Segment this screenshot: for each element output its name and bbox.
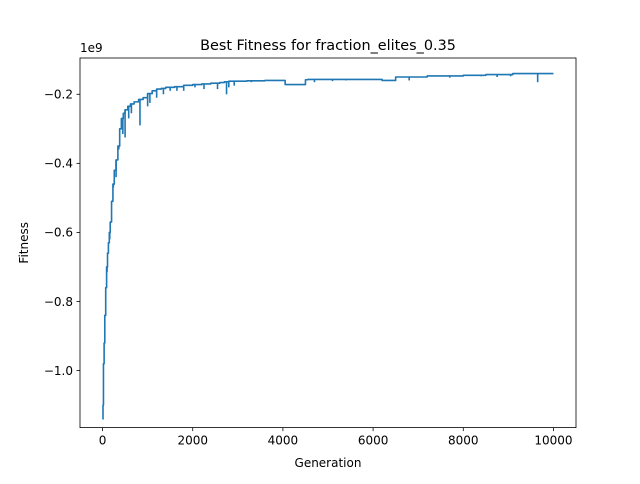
x-tick-label: 10000 xyxy=(534,434,572,448)
x-tick-label: 4000 xyxy=(268,434,299,448)
axes-frame xyxy=(79,57,577,429)
x-tick-label: 6000 xyxy=(358,434,389,448)
y-tick-label: −0.8 xyxy=(44,295,73,309)
y-axis-offset-label: 1e9 xyxy=(80,41,103,55)
y-axis-label: Fitness xyxy=(17,222,31,264)
y-tick-label: −1.0 xyxy=(44,364,73,378)
y-tick-label: −0.4 xyxy=(44,157,73,171)
x-axis-ticks: 0 2000 4000 6000 8000 10000 xyxy=(99,427,573,448)
y-axis-ticks: −1.0 −0.8 −0.6 −0.4 −0.2 xyxy=(44,88,80,378)
x-tick-label: 8000 xyxy=(448,434,479,448)
x-tick-label: 0 xyxy=(99,434,107,448)
x-axis-label: Generation xyxy=(295,456,362,470)
y-tick-label: −0.2 xyxy=(44,88,73,102)
x-tick-label: 2000 xyxy=(177,434,208,448)
y-tick-label: −0.6 xyxy=(44,226,73,240)
chart-title: Best Fitness for fraction_elites_0.35 xyxy=(200,38,456,54)
plot-layer xyxy=(102,72,554,420)
